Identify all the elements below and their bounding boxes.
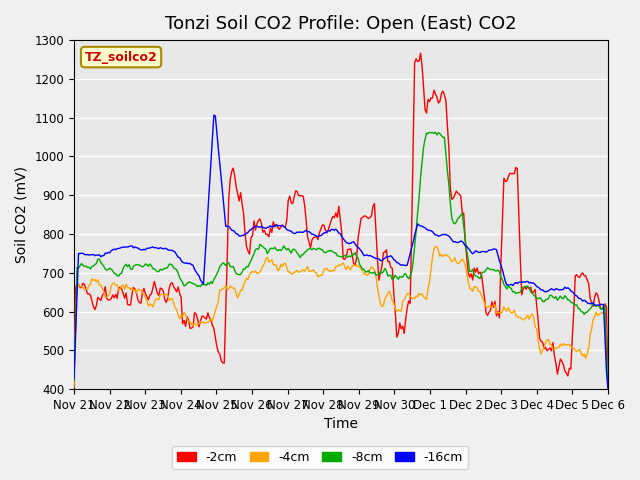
Y-axis label: Soil CO2 (mV): Soil CO2 (mV)	[15, 166, 29, 263]
X-axis label: Time: Time	[324, 418, 358, 432]
Title: Tonzi Soil CO2 Profile: Open (East) CO2: Tonzi Soil CO2 Profile: Open (East) CO2	[165, 15, 517, 33]
Legend: -2cm, -4cm, -8cm, -16cm: -2cm, -4cm, -8cm, -16cm	[172, 446, 468, 469]
Text: TZ_soilco2: TZ_soilco2	[84, 50, 157, 63]
